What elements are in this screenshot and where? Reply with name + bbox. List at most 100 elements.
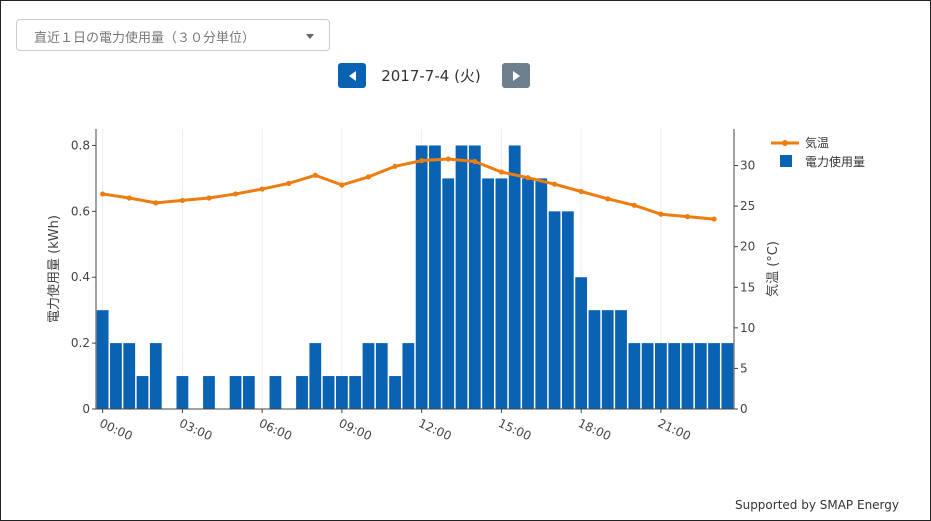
usage-bar — [309, 343, 322, 409]
usage-bar — [601, 310, 614, 409]
temperature-point — [498, 169, 504, 175]
usage-bar — [149, 343, 162, 409]
temperature-point — [153, 200, 159, 206]
usage-bar — [203, 376, 215, 409]
arrow-left-icon — [348, 70, 356, 81]
usage-bar — [681, 343, 694, 409]
usage-bar — [588, 310, 601, 409]
usage-bar — [322, 376, 335, 409]
usage-bar — [242, 376, 255, 409]
next-day-button[interactable] — [502, 63, 530, 88]
usage-bar — [336, 376, 348, 409]
legend-line-marker — [782, 140, 788, 146]
y-tick-label-right: 15 — [740, 280, 755, 294]
x-tick-label: 06:00 — [257, 416, 294, 443]
x-tick-label: 03:00 — [177, 416, 214, 443]
usage-bar — [508, 145, 521, 409]
y-axis-title-right: 気温 (°C) — [765, 241, 781, 297]
y-tick-label-right: 0 — [740, 402, 748, 416]
usage-bar — [708, 343, 720, 409]
x-tick-label: 18:00 — [576, 416, 613, 443]
usage-bar — [110, 343, 122, 409]
usage-bar — [668, 343, 681, 409]
usage-bar — [375, 343, 388, 409]
y-tick-label-right: 30 — [740, 159, 755, 173]
y-tick-label-right: 20 — [740, 240, 755, 254]
period-dropdown-label: 直近１日の電力使用量（３０分単位） — [34, 31, 256, 46]
legend-label: 電力使用量 — [805, 154, 865, 169]
x-tick-label: 09:00 — [337, 416, 374, 443]
y-tick-label-left: 0.8 — [71, 138, 90, 152]
temperature-point — [232, 191, 239, 197]
y-tick-label-left: 0.4 — [71, 270, 90, 284]
usage-bar — [442, 178, 455, 409]
usage-bar — [495, 178, 508, 409]
temperature-point — [445, 156, 451, 162]
chevron-down-icon — [306, 34, 314, 39]
usage-bar — [136, 376, 149, 409]
temperature-point — [312, 172, 318, 178]
temperature-point — [286, 180, 292, 186]
usage-bar — [269, 376, 282, 409]
supported-by-credit: Supported by SMAP Energy — [734, 498, 899, 512]
usage-bar — [628, 343, 641, 409]
legend-bar-swatch — [780, 155, 792, 167]
usage-bar — [522, 178, 534, 409]
temperature-point — [259, 186, 265, 192]
usage-bar — [655, 343, 667, 409]
y-axis-title-left: 電力使用量 (kWh) — [46, 215, 62, 323]
usage-bar — [548, 211, 561, 409]
usage-bar — [455, 145, 468, 409]
usage-bar — [575, 277, 588, 409]
usage-bar — [535, 178, 548, 409]
temperature-point — [684, 214, 691, 220]
usage-bar — [349, 376, 362, 409]
temperature-point — [339, 182, 345, 188]
legend-label: 気温 — [805, 135, 829, 150]
temperature-point — [392, 163, 398, 169]
y-tick-label-right: 10 — [740, 321, 755, 335]
period-dropdown[interactable]: 直近１日の電力使用量（３０分単位） — [16, 19, 330, 51]
usage-bar — [96, 310, 109, 409]
usage-bar — [721, 343, 734, 409]
temperature-point — [365, 174, 372, 180]
y-tick-label-left: 0.6 — [71, 204, 90, 218]
y-tick-label-left: 0.2 — [71, 336, 90, 350]
usage-bar — [402, 343, 415, 409]
arrow-right-icon — [512, 70, 520, 81]
usage-bar — [468, 145, 481, 409]
temperature-line — [102, 157, 715, 221]
usage-bar — [429, 145, 441, 409]
prev-day-button[interactable] — [338, 63, 366, 88]
temperature-point — [551, 181, 558, 187]
usage-bar — [229, 376, 242, 409]
usage-bar — [415, 145, 428, 409]
temperature-point — [419, 158, 425, 164]
temperature-point — [711, 216, 717, 222]
current-date: 2017-7-4 (火) — [381, 67, 481, 85]
usage-bar — [296, 376, 308, 409]
usage-bar — [176, 376, 189, 409]
y-tick-label-right: 5 — [740, 361, 748, 375]
x-tick-label: 15:00 — [496, 416, 533, 443]
temperature-point — [179, 197, 185, 204]
temperature-point — [525, 175, 531, 181]
temperature-point — [605, 196, 611, 202]
usage-bar — [362, 343, 375, 409]
usage-bar — [615, 310, 627, 409]
temperature-point — [578, 188, 584, 195]
y-tick-label-left: 0 — [82, 402, 90, 416]
usage-bar — [389, 376, 401, 409]
x-tick-label: 00:00 — [97, 416, 134, 443]
usage-bar — [694, 343, 707, 409]
temperature-point — [206, 195, 212, 201]
temperature-point — [472, 158, 478, 165]
x-tick-label: 12:00 — [416, 416, 453, 443]
usage-bar — [123, 343, 136, 409]
usage-bar — [482, 178, 494, 409]
temperature-point — [631, 202, 637, 208]
temperature-point — [126, 195, 132, 201]
y-tick-label-right: 25 — [740, 199, 755, 213]
